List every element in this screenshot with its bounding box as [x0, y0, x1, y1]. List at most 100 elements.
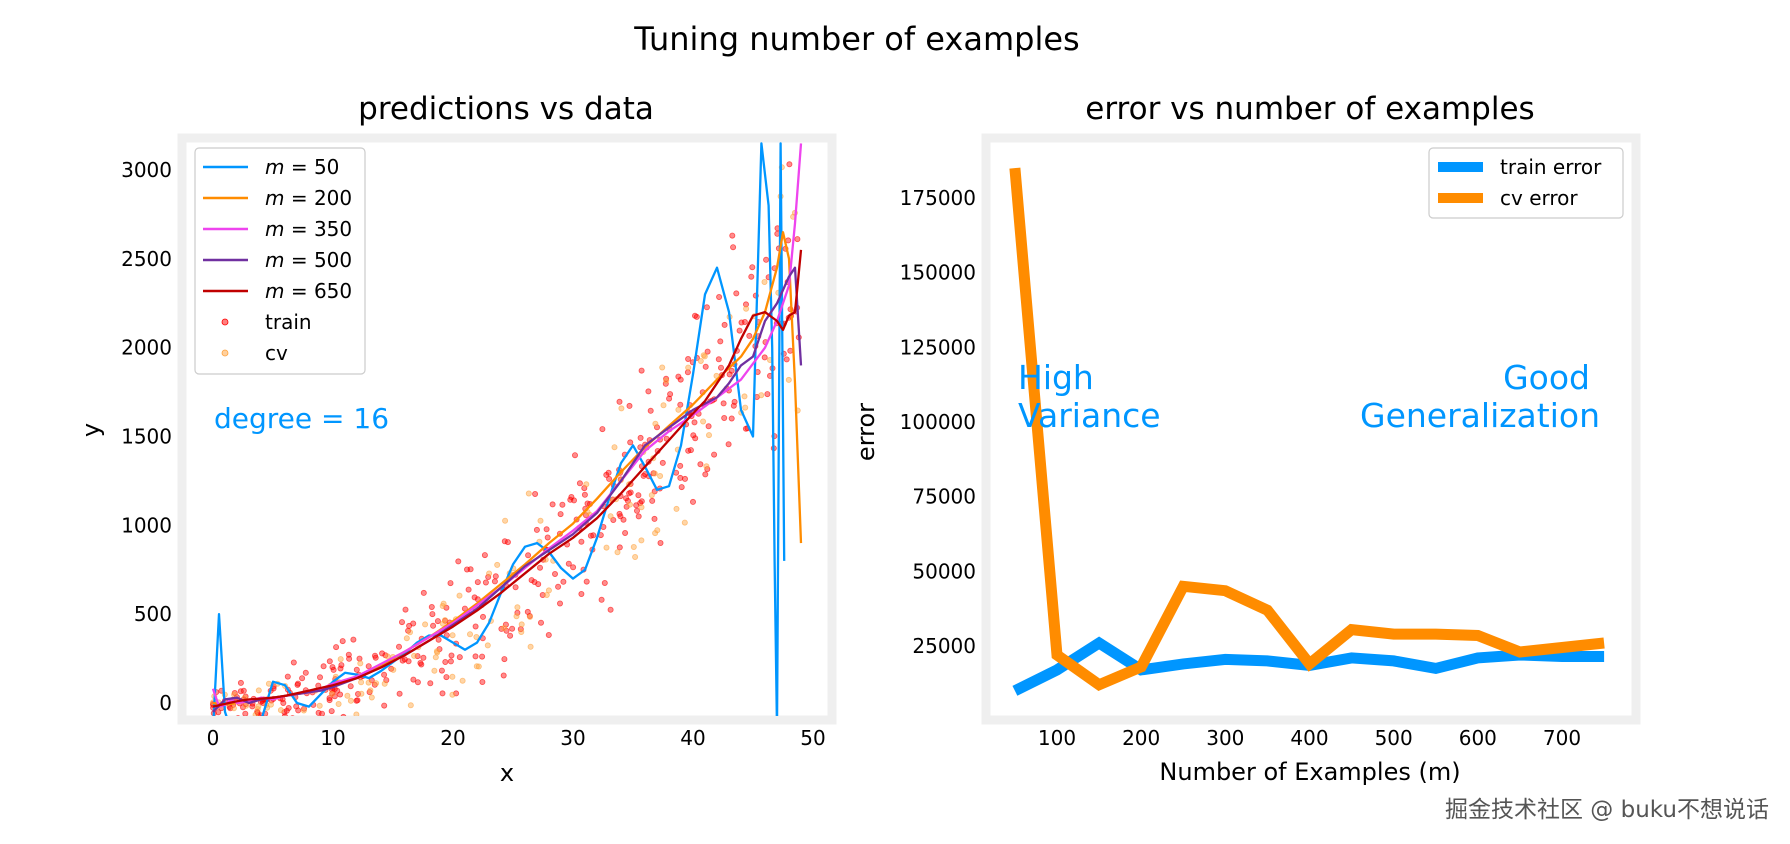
train-point: [716, 293, 723, 300]
train-point: [414, 679, 421, 686]
cv-point: [652, 420, 659, 427]
train-point: [539, 592, 546, 599]
train-point: [448, 652, 455, 659]
x-tick-label: 300: [1206, 726, 1244, 750]
train-point: [725, 441, 732, 448]
cv-point: [785, 376, 792, 383]
train-point: [702, 363, 709, 370]
train-point: [295, 707, 302, 714]
cv-point: [255, 687, 262, 694]
x-tick-label: 50: [800, 726, 825, 750]
cv-point: [431, 667, 438, 674]
train-point: [640, 472, 647, 479]
cv-point: [381, 680, 388, 687]
train-point: [692, 312, 699, 319]
legend-item-cv: cv: [221, 341, 288, 365]
train-point: [417, 660, 424, 667]
x-tick-label: 0: [207, 726, 220, 750]
train-point: [645, 388, 652, 395]
train-point: [587, 532, 594, 539]
cv-point: [660, 402, 667, 409]
y-tick-label: 75000: [912, 485, 976, 509]
train-point: [535, 581, 542, 588]
train-point: [749, 264, 756, 271]
error-chart: error vs number of examples 100 200 300 400…: [852, 91, 1641, 786]
lines-layer: [1009, 167, 1605, 696]
cv-point: [701, 353, 708, 360]
y-tick-label: 50000: [912, 559, 976, 583]
train-point: [239, 704, 246, 711]
train-point: [601, 580, 608, 587]
cv-point: [657, 472, 664, 479]
train-point: [281, 713, 288, 716]
train-point: [704, 348, 711, 355]
cv-point: [300, 707, 307, 714]
cv-point: [337, 656, 344, 663]
cv-point: [494, 561, 501, 568]
cv-point: [618, 405, 625, 412]
cv-point: [518, 621, 525, 628]
train-point: [280, 700, 287, 707]
y-tick-label: 500: [134, 602, 172, 626]
train-point: [627, 439, 634, 446]
train-point: [443, 674, 450, 681]
cv-point: [231, 691, 238, 698]
cv-point: [638, 537, 645, 544]
train-point: [479, 613, 486, 620]
x-tick-label: 400: [1290, 726, 1328, 750]
y-tick-label: 25000: [912, 634, 976, 658]
cv-point: [654, 527, 661, 534]
cv-point: [373, 680, 380, 687]
train-point: [339, 638, 346, 645]
train-point: [237, 679, 244, 686]
y-tick-label: 1500: [121, 425, 172, 449]
train-point: [545, 632, 552, 639]
train-point: [438, 667, 445, 674]
train-point: [532, 490, 539, 497]
train-point: [715, 356, 722, 363]
train-point: [442, 659, 449, 666]
train-point: [471, 594, 478, 601]
cv-point: [449, 673, 456, 680]
cv-point: [525, 490, 532, 497]
legend-item-cv-error: cv error: [1438, 186, 1578, 210]
cv-point: [254, 706, 261, 713]
train-point: [501, 656, 508, 663]
train-point: [666, 395, 673, 402]
legend-label-train-error: train error: [1500, 155, 1602, 179]
cv-point: [651, 470, 658, 477]
train-point: [285, 705, 292, 712]
train-point: [736, 327, 743, 334]
train-point: [552, 571, 559, 578]
train-point: [764, 391, 771, 398]
train-point: [634, 507, 641, 514]
y-tick-label: 100000: [900, 410, 976, 434]
series-line-m650: [212, 249, 803, 708]
legend-label-m50: m = 50: [265, 155, 339, 179]
train-point: [507, 632, 514, 639]
series-line-cv-error: [1009, 167, 1605, 692]
train-point: [638, 367, 645, 374]
plot-frame: [981, 133, 1641, 725]
legend-label-cv-error: cv error: [1500, 186, 1578, 210]
cv-point: [347, 697, 354, 704]
train-point: [429, 611, 436, 618]
train-point: [570, 564, 577, 571]
cv-point: [433, 648, 440, 655]
train-point: [543, 526, 550, 533]
train-point: [659, 459, 666, 466]
train-point: [748, 273, 755, 280]
train-point: [381, 671, 388, 678]
cv-point: [459, 677, 466, 684]
train-point: [410, 620, 417, 627]
train-point: [435, 636, 442, 643]
cv-point: [403, 635, 410, 642]
train-point: [333, 644, 340, 651]
train-point: [691, 419, 698, 426]
train-point: [379, 650, 386, 657]
train-point: [237, 688, 244, 695]
chart-title: predictions vs data: [358, 91, 654, 127]
cv-point: [758, 392, 765, 399]
train-point: [294, 681, 301, 688]
